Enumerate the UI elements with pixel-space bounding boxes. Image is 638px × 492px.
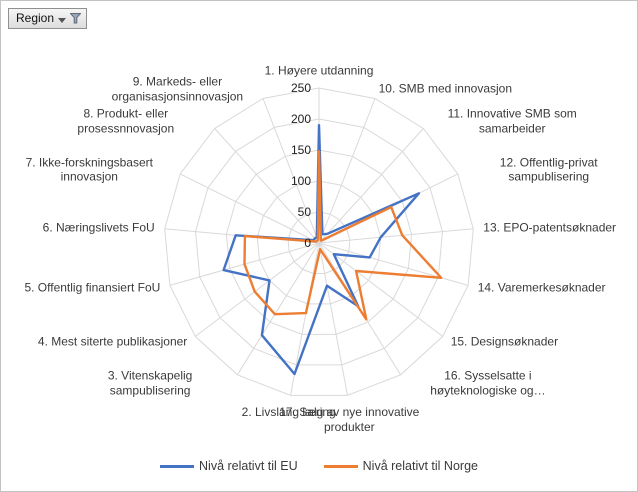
axis-label-9: 17. Salg av nye innovative produkter — [279, 405, 420, 434]
axis-label-13: 5. Offentlig finansiert FoU — [24, 280, 161, 295]
axis-label-11: 3. Vitenskapelig sampublisering — [107, 368, 193, 398]
legend-item-eu: Nivå relativt til EU — [160, 459, 298, 473]
axis-label-1: 1. Høyere utdanning — [264, 63, 374, 78]
filter-funnel-icon[interactable] — [70, 12, 82, 24]
chevron-down-icon[interactable] — [58, 17, 67, 23]
axis-label-5: 13. EPO-patentsøknader — [483, 220, 617, 235]
axis-label-12: 4. Mest siterte publikasjoner — [37, 335, 188, 350]
region-filter-label: Region — [16, 11, 55, 25]
chart-legend: Nivå relativt til EU Nivå relativt til N… — [1, 459, 637, 473]
axis-label-16: 8. Produkt- eller prosessnnovasjon — [77, 106, 175, 136]
radial-tick-250: 250 — [290, 81, 311, 95]
legend-item-norge: Nivå relativt til Norge — [323, 459, 478, 473]
axis-label-3: 11. Innovative SMB som samarbeider — [447, 106, 577, 136]
axis-label-17: 9. Markeds- eller organisasjonsinnovasjo… — [111, 74, 244, 104]
axis-label-10: 2. Livslang læring — [241, 405, 336, 420]
axis-label-7: 15. Designsøknader — [450, 335, 559, 350]
legend-label-norge: Nivå relativt til Norge — [362, 459, 478, 473]
axis-label-2: 10. SMB med innovasjon — [378, 81, 512, 96]
axis-label-8: 16. Sysselsatte i høyteknologiske og… — [430, 368, 546, 398]
legend-swatch-norge — [323, 464, 358, 468]
radial-tick-200: 200 — [290, 112, 311, 126]
axis-label-14: 6. Næringslivets FoU — [42, 220, 155, 235]
radial-tick-100: 100 — [290, 174, 311, 188]
radial-tick-50: 50 — [297, 205, 311, 219]
region-filter-button[interactable]: Region — [8, 8, 88, 29]
axis-label-4: 12. Offentlig-privat sampublisering — [499, 154, 598, 184]
axis-label-6: 14. Varemerkesøknader — [477, 280, 606, 295]
axis-label-15: 7. Ikke-forskningsbasert innovasjon — [25, 154, 153, 184]
legend-label-eu: Nivå relativt til EU — [199, 459, 298, 473]
radial-tick-0: 0 — [304, 236, 311, 250]
radial-tick-150: 150 — [290, 143, 311, 157]
legend-swatch-eu — [160, 464, 195, 468]
